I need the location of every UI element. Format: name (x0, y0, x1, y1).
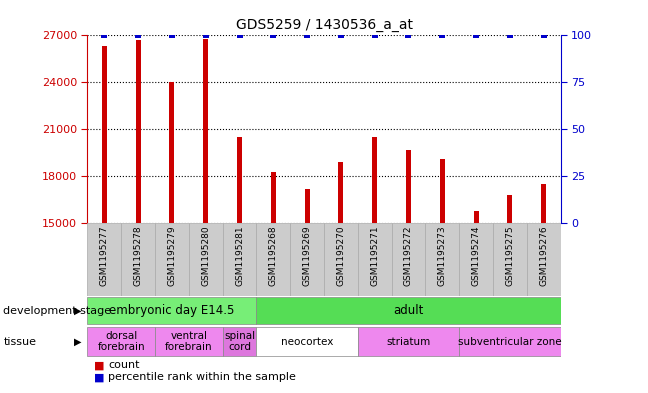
Text: GSM1195275: GSM1195275 (505, 226, 515, 286)
Text: GSM1195281: GSM1195281 (235, 226, 244, 286)
Bar (102, 46, 107, 223)
Bar (203, 39, 208, 223)
Text: GSM1195280: GSM1195280 (202, 226, 210, 286)
Text: GSM1195279: GSM1195279 (167, 226, 176, 286)
Bar (155, 327, 223, 356)
Bar (237, 137, 242, 223)
Text: subventricular zone: subventricular zone (458, 336, 562, 347)
Text: GSM1195270: GSM1195270 (336, 226, 345, 286)
Bar (271, 172, 276, 223)
Bar (358, 223, 391, 296)
Bar (87, 298, 257, 324)
Text: ventral
forebrain: ventral forebrain (165, 331, 213, 352)
Bar (135, 40, 141, 223)
Bar (474, 211, 479, 223)
Text: adult: adult (393, 304, 424, 317)
Bar (257, 223, 290, 296)
Text: count: count (108, 360, 140, 370)
Bar (541, 184, 546, 223)
Text: GSM1195277: GSM1195277 (100, 226, 109, 286)
Bar (87, 327, 155, 356)
Bar (121, 223, 155, 296)
Bar (493, 223, 527, 296)
Text: percentile rank within the sample: percentile rank within the sample (108, 373, 296, 382)
Bar (507, 195, 513, 223)
Bar (257, 298, 561, 324)
Bar (406, 150, 411, 223)
Text: embryonic day E14.5: embryonic day E14.5 (110, 304, 235, 317)
Bar (305, 189, 310, 223)
Text: spinal
cord: spinal cord (224, 331, 255, 352)
Bar (87, 223, 121, 296)
Bar (169, 83, 174, 223)
Bar (257, 327, 358, 356)
Text: dorsal
forebrain: dorsal forebrain (97, 331, 145, 352)
Bar (358, 327, 459, 356)
Text: GSM1195274: GSM1195274 (472, 226, 481, 286)
Text: striatum: striatum (386, 336, 431, 347)
Bar (223, 327, 257, 356)
Text: GSM1195276: GSM1195276 (539, 226, 548, 286)
Text: development stage: development stage (3, 306, 111, 316)
Text: ■: ■ (94, 360, 104, 370)
Bar (338, 162, 343, 223)
Text: GSM1195272: GSM1195272 (404, 226, 413, 286)
Title: GDS5259 / 1430536_a_at: GDS5259 / 1430536_a_at (235, 18, 413, 31)
Text: GSM1195273: GSM1195273 (438, 226, 446, 286)
Text: GSM1195278: GSM1195278 (133, 226, 143, 286)
Bar (391, 223, 425, 296)
Text: ▶: ▶ (73, 306, 81, 316)
Bar (155, 223, 189, 296)
Text: ▶: ▶ (73, 336, 81, 347)
Bar (425, 223, 459, 296)
Bar (459, 223, 493, 296)
Text: neocortex: neocortex (281, 336, 333, 347)
Text: ■: ■ (94, 373, 104, 382)
Text: GSM1195271: GSM1195271 (370, 226, 379, 286)
Text: GSM1195269: GSM1195269 (303, 226, 312, 286)
Bar (372, 137, 377, 223)
Bar (189, 223, 223, 296)
Bar (527, 223, 561, 296)
Bar (223, 223, 257, 296)
Bar (290, 223, 324, 296)
Text: GSM1195268: GSM1195268 (269, 226, 278, 286)
Text: tissue: tissue (3, 336, 36, 347)
Bar (459, 327, 561, 356)
Bar (440, 159, 445, 223)
Bar (324, 223, 358, 296)
